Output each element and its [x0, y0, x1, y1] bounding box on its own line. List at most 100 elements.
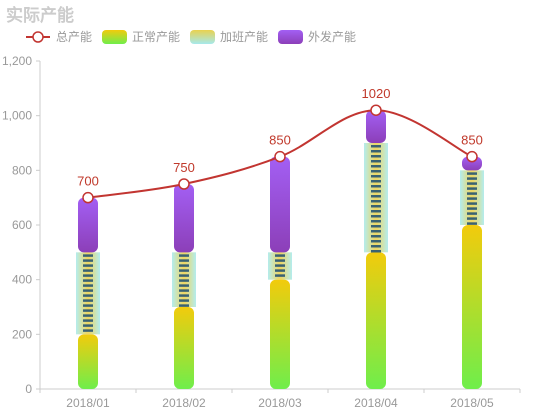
legend-label-normal: 正常产能: [132, 30, 180, 44]
bar-overtime-stripe: [371, 185, 381, 188]
legend-label-outsource: 外发产能: [308, 29, 356, 44]
bar-overtime-stripe: [467, 217, 477, 220]
bar-overtime-stripe: [275, 274, 285, 277]
bar-normal: [366, 252, 386, 389]
value-labels: 700 750 850 1020 850: [77, 86, 483, 188]
y-tick-label: 0: [25, 382, 32, 396]
bar-overtime-stripe: [467, 187, 477, 190]
data-label: 1020: [362, 86, 391, 101]
bar-overtime-stripe: [371, 220, 381, 223]
bar-overtime-stripe: [83, 264, 93, 267]
x-tick-label: 2018/05: [450, 396, 494, 410]
bar-overtime-stripe: [179, 284, 189, 287]
bar-overtime-stripe: [371, 165, 381, 168]
axes: 0 200 400 600 800 1,000 1,200 2018/01 2018/02 201…: [2, 54, 521, 410]
y-tick-label: 200: [12, 327, 32, 341]
bar-overtime-stripe: [467, 182, 477, 185]
bar-overtime-stripe: [371, 195, 381, 198]
bar-overtime: [268, 252, 292, 280]
x-tick-label: 2018/03: [258, 396, 302, 410]
bar-overtime: [364, 143, 388, 253]
bar-outsource: [174, 184, 194, 253]
bars: [76, 110, 484, 389]
bar-overtime-stripe: [371, 205, 381, 208]
bar-overtime-stripe: [371, 240, 381, 243]
y-tick-label: 800: [12, 163, 32, 177]
bar-overtime-stripe: [371, 175, 381, 178]
bar-overtime-stripe: [179, 294, 189, 297]
bar-overtime-stripe: [83, 324, 93, 327]
bar-overtime-stripe: [179, 259, 189, 262]
legend-label-overtime: 加班产能: [220, 30, 268, 44]
bar-overtime-stripe: [371, 145, 381, 148]
bar-overtime-stripe: [371, 160, 381, 163]
y-tick-label: 1,000: [2, 109, 32, 123]
total-line: [82, 104, 478, 204]
bar-overtime-stripe: [83, 284, 93, 287]
bar-overtime-stripe: [275, 264, 285, 267]
legend-line-marker: [32, 31, 44, 43]
bar-overtime-stripe: [275, 269, 285, 272]
legend-label-total: 总产能: [56, 30, 92, 44]
bar-overtime-stripe: [83, 259, 93, 262]
bar-overtime-stripe: [371, 200, 381, 203]
bar-normal: [462, 225, 482, 389]
bar-overtime-stripe: [467, 177, 477, 180]
bar-overtime-stripe: [467, 222, 477, 225]
y-tick-label: 1,200: [2, 54, 32, 68]
bar-overtime: [460, 170, 484, 225]
bar-overtime-stripe: [371, 210, 381, 213]
legend-swatch-overtime: [190, 30, 215, 44]
bar-overtime-stripe: [371, 170, 381, 173]
bar-overtime-stripe: [83, 314, 93, 317]
bar-outsource: [366, 110, 386, 143]
legend-swatch-normal: [102, 30, 127, 44]
y-tick-label: 400: [12, 273, 32, 287]
bar-overtime-stripe: [371, 230, 381, 233]
bar-outsource: [462, 156, 482, 171]
x-tick-label: 2018/02: [162, 396, 206, 410]
total-line-point: [370, 104, 382, 116]
bar-overtime-stripe: [371, 245, 381, 248]
bar-overtime-stripe: [83, 299, 93, 302]
data-label: 750: [173, 160, 195, 175]
bar-overtime-stripe: [371, 190, 381, 193]
bar-overtime-stripe: [371, 155, 381, 158]
bar-overtime-stripe: [275, 254, 285, 257]
bar-normal: [270, 279, 290, 389]
bar-overtime-stripe: [179, 289, 189, 292]
bar-overtime-stripe: [179, 299, 189, 302]
bar-overtime-stripe: [179, 269, 189, 272]
data-label: 850: [269, 133, 291, 148]
total-line-point: [82, 191, 94, 204]
bar-overtime-stripe: [179, 274, 189, 277]
bar-overtime-stripe: [467, 172, 477, 175]
bar-overtime: [76, 252, 100, 335]
bar-overtime: [172, 252, 196, 307]
data-label: 850: [461, 133, 483, 148]
y-tick-label: 600: [12, 218, 32, 232]
bar-overtime-stripe: [275, 259, 285, 262]
bar-overtime-stripe: [83, 279, 93, 282]
bar-overtime-stripe: [467, 202, 477, 205]
legend: 总产能 正常产能 加班产能 外发产能: [26, 29, 356, 44]
bar-overtime-stripe: [371, 235, 381, 238]
bar-overtime-stripe: [83, 274, 93, 277]
bar-overtime-stripe: [83, 309, 93, 312]
chart-title: 实际产能: [6, 5, 74, 25]
bar-overtime-stripe: [467, 207, 477, 210]
data-label: 700: [77, 174, 99, 189]
bar-normal: [78, 334, 98, 389]
bar-overtime-stripe: [83, 289, 93, 292]
total-line-point: [274, 150, 286, 163]
bar-overtime-stripe: [179, 264, 189, 267]
bar-overtime-stripe: [83, 254, 93, 257]
bar-overtime-stripe: [83, 304, 93, 307]
bar-overtime-stripe: [83, 269, 93, 272]
x-tick-label: 2018/01: [66, 396, 110, 410]
bar-overtime-stripe: [371, 215, 381, 218]
bar-overtime-stripe: [179, 279, 189, 282]
bar-outsource: [270, 156, 290, 253]
bar-overtime-stripe: [179, 254, 189, 257]
bar-overtime-stripe: [371, 150, 381, 153]
